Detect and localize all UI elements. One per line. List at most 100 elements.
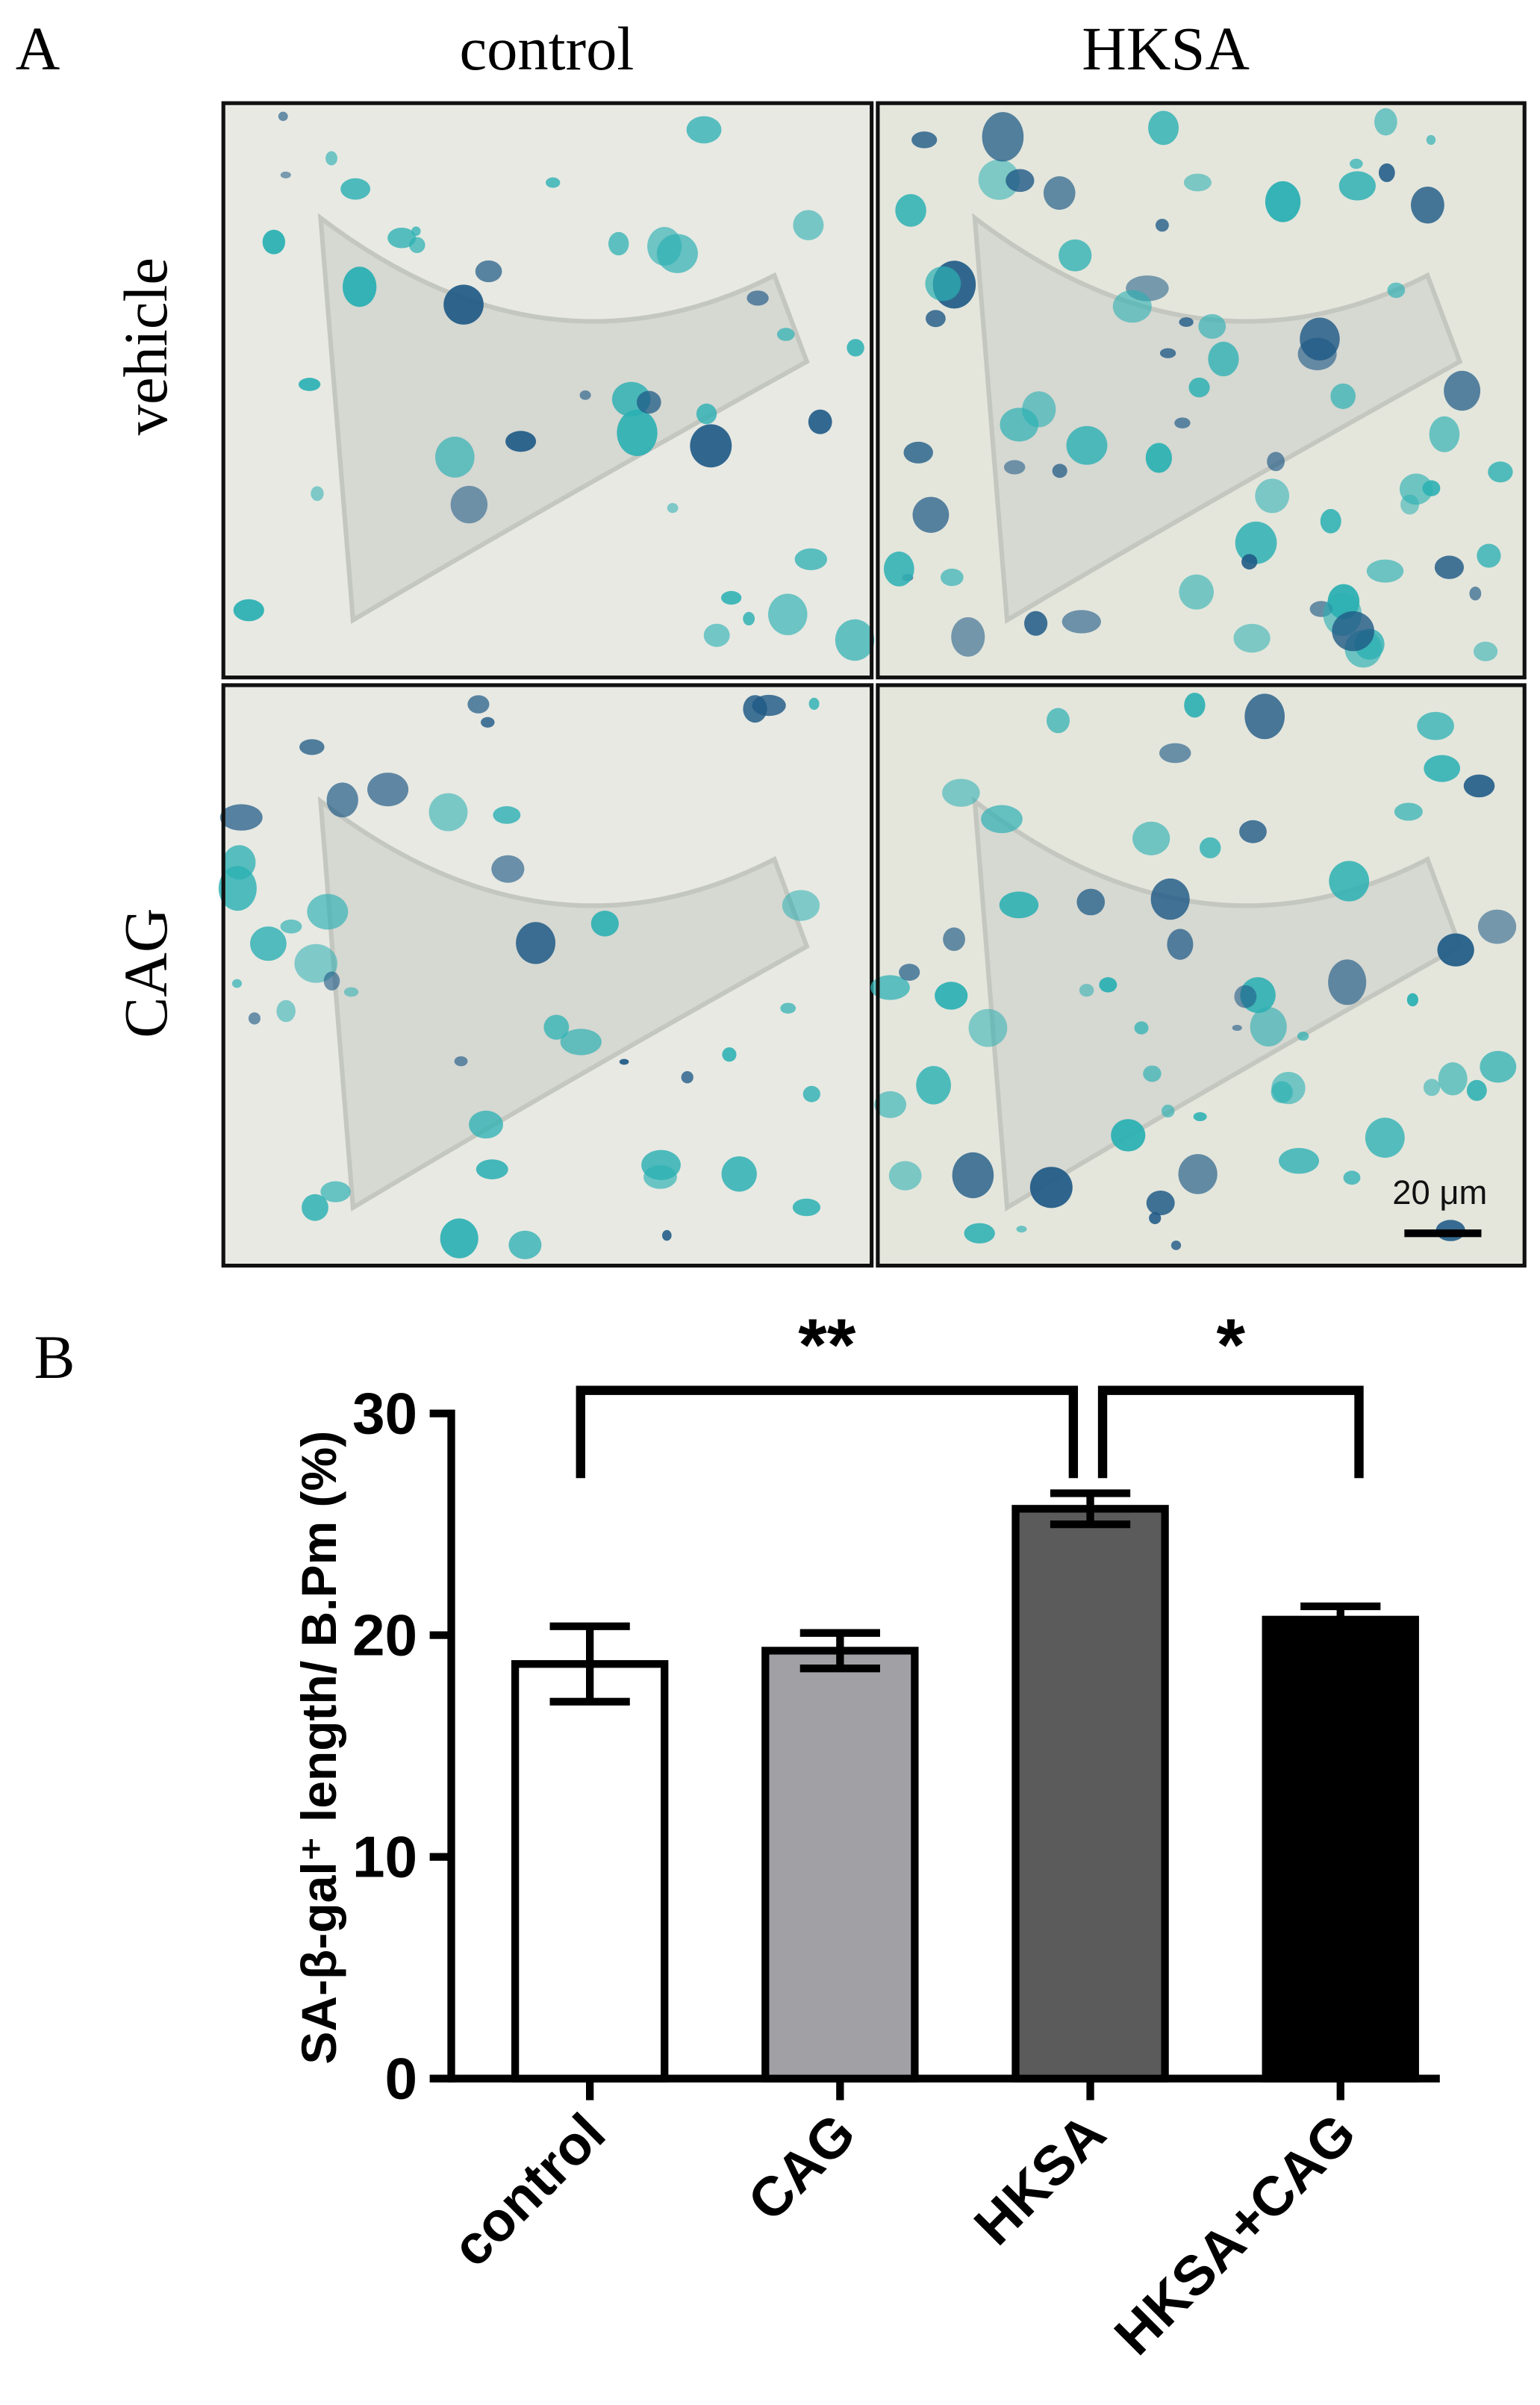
stain	[1374, 107, 1397, 136]
stain	[1267, 452, 1285, 472]
stain	[1143, 1065, 1162, 1082]
stain	[1198, 314, 1226, 339]
stain	[233, 599, 264, 622]
x-tick-label: control	[440, 2102, 617, 2279]
stain	[1332, 611, 1375, 652]
stain	[1473, 641, 1498, 661]
stain	[1429, 416, 1460, 452]
stain	[1365, 1117, 1405, 1158]
stain	[443, 284, 484, 325]
stain	[647, 227, 682, 266]
stain	[481, 717, 495, 728]
stain	[320, 1181, 351, 1202]
stain	[721, 1156, 757, 1192]
stain	[1235, 521, 1277, 564]
panel-label: B	[34, 1323, 75, 1391]
stain	[1052, 464, 1067, 478]
stain	[1199, 837, 1221, 858]
stain	[1112, 290, 1152, 323]
stain	[1188, 377, 1210, 398]
stain	[1134, 1021, 1149, 1035]
stain	[343, 987, 359, 997]
stain	[340, 178, 371, 200]
stain	[276, 999, 296, 1023]
stain	[1244, 693, 1285, 740]
stain	[298, 378, 321, 391]
stain	[895, 194, 926, 227]
stain	[1437, 933, 1474, 967]
stain	[1239, 820, 1267, 843]
stain	[280, 171, 291, 178]
stain	[280, 919, 302, 934]
micrographs	[218, 101, 1527, 1268]
stain	[981, 805, 1023, 834]
stain	[792, 1198, 821, 1217]
stain	[643, 1165, 677, 1189]
stain	[231, 979, 243, 988]
stain	[1183, 173, 1212, 192]
stain	[617, 409, 658, 457]
stain	[1279, 1147, 1320, 1174]
tissue	[317, 796, 810, 1212]
stain	[1329, 861, 1370, 902]
y-tick-label: 20	[352, 1602, 417, 1668]
stain	[1255, 478, 1290, 514]
x-tick-label: HKSA+CAG	[1103, 2102, 1368, 2367]
stain	[722, 1047, 737, 1062]
stain	[999, 891, 1039, 919]
stain	[343, 266, 377, 308]
stain	[505, 431, 537, 452]
stain	[874, 1091, 907, 1118]
stain	[1022, 391, 1056, 428]
stain	[1424, 755, 1460, 782]
stain	[916, 1066, 951, 1105]
stain	[294, 943, 338, 983]
stain	[926, 310, 946, 328]
stain	[951, 617, 985, 657]
stain	[1426, 134, 1436, 146]
stain	[636, 390, 661, 414]
stain	[508, 1230, 542, 1259]
stain	[1043, 176, 1076, 210]
stain	[1003, 460, 1026, 475]
stain	[590, 911, 619, 937]
stain	[808, 409, 832, 434]
stain	[1241, 554, 1258, 570]
panel-label: A	[16, 14, 60, 83]
stain	[1155, 219, 1169, 232]
stain	[475, 260, 502, 283]
stain	[899, 964, 920, 981]
stain	[1423, 1079, 1441, 1097]
bar	[1011, 1505, 1169, 2083]
stain	[1184, 693, 1206, 718]
stain	[1330, 383, 1356, 409]
stain	[278, 111, 288, 122]
stain	[776, 328, 795, 341]
stain	[1099, 977, 1117, 993]
stain	[1387, 282, 1406, 299]
stain	[1062, 610, 1101, 634]
stain	[1232, 1024, 1242, 1032]
stain	[703, 623, 730, 647]
stain	[311, 486, 324, 502]
stain	[1477, 543, 1501, 568]
stain	[686, 116, 722, 144]
stain	[218, 866, 257, 911]
significance-bracket	[1097, 1385, 1364, 1479]
stain	[1234, 985, 1257, 1008]
stain	[835, 619, 875, 661]
stain	[367, 773, 409, 807]
stain	[978, 159, 1020, 200]
stain	[299, 739, 325, 755]
stain	[1179, 317, 1194, 327]
stain	[1150, 878, 1190, 920]
stain	[387, 227, 417, 249]
significance-label: **	[798, 1303, 856, 1386]
stain	[1178, 1154, 1218, 1194]
stain	[847, 339, 864, 357]
stain	[543, 1014, 570, 1040]
stain	[1438, 1062, 1468, 1096]
stain	[1145, 443, 1172, 473]
stain	[325, 151, 337, 166]
